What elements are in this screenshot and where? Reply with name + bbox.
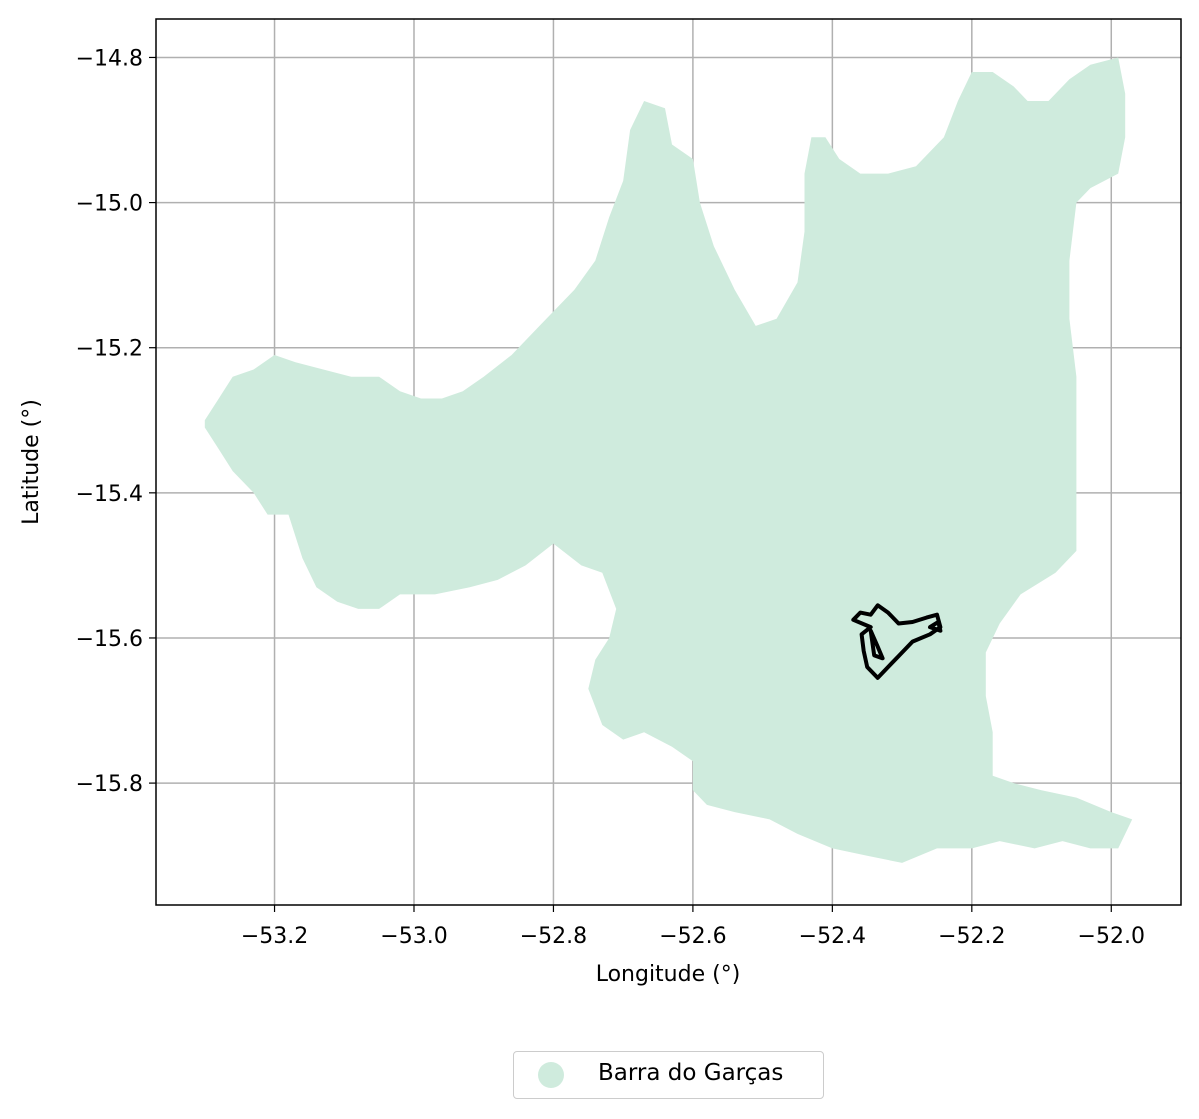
boundary-outline-ring (868, 628, 885, 661)
plot-frame (155, 18, 1182, 906)
legend-marker (538, 1062, 564, 1088)
x-tick-label: −53.0 (380, 924, 447, 949)
y-tick-label: −15.2 (76, 337, 143, 362)
x-tick-label: −52.0 (1078, 924, 1145, 949)
region-barra-do-garcas (204, 57, 1133, 863)
y-tick-label: −15.6 (76, 627, 143, 652)
legend-label: Barra do Garças (598, 1060, 784, 1086)
x-tick-label: −52.8 (520, 924, 587, 949)
x-axis-ticks: −53.2 −53.0 −52.8 −52.6 −52.4 −52.2 −52.0 (241, 905, 1145, 949)
x-tick-label: −52.4 (799, 924, 866, 949)
y-tick-label: −15.4 (76, 482, 143, 507)
y-axis-label: Latitude (°) (19, 399, 44, 525)
outline-layer (851, 603, 943, 680)
boundary-outline-ring (928, 620, 943, 633)
x-tick-label: −52.6 (659, 924, 726, 949)
y-tick-label: −14.8 (76, 46, 143, 71)
y-tick-label: −15.0 (76, 192, 143, 217)
legend: Barra do Garças (513, 1051, 824, 1099)
x-axis-label: Longitude (°) (596, 962, 741, 987)
y-tick-label: −15.8 (76, 772, 143, 797)
y-axis-ticks: −14.8 −15.0 −15.2 −15.4 −15.6 −15.8 (76, 46, 156, 797)
x-tick-label: −53.2 (241, 924, 308, 949)
x-tick-label: −52.2 (938, 924, 1005, 949)
area-layer (204, 57, 1133, 863)
